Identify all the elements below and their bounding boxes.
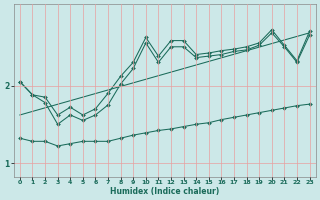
X-axis label: Humidex (Indice chaleur): Humidex (Indice chaleur) <box>110 187 219 196</box>
